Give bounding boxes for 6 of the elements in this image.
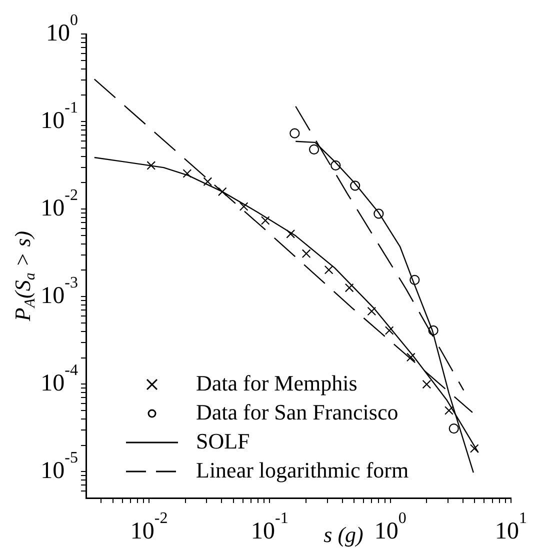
y-axis-title: PA(Sa > s) — [10, 230, 39, 322]
legend-label: Data for San Francisco — [196, 399, 398, 424]
legend-label: SOLF — [196, 428, 250, 454]
legend-label: Data for Memphis — [196, 370, 358, 396]
legend-label: Linear logarithmic form — [196, 457, 409, 482]
x-axis-title: s (g) — [324, 522, 364, 547]
